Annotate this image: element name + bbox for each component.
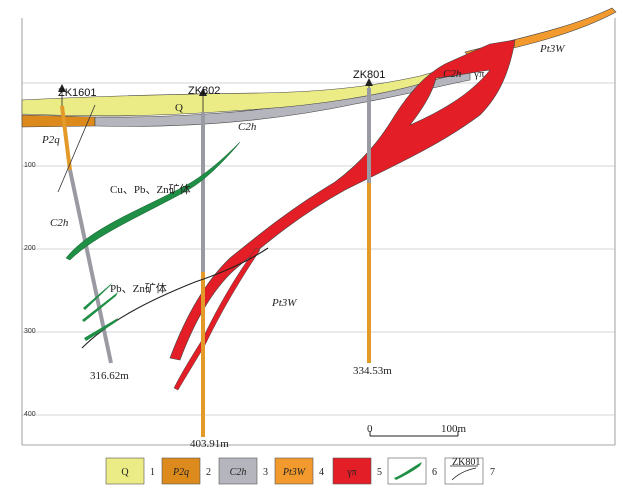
legend-code-c2h: C2h (230, 467, 247, 478)
legend-num-6: 6 (432, 467, 437, 478)
legend-num-4: 4 (319, 467, 324, 478)
legend-num-7: 7 (490, 467, 495, 478)
label-c2h-top: C2h (443, 68, 462, 80)
label-pt3w-main: Pt3W (271, 297, 297, 309)
label-c2h-left: C2h (50, 217, 69, 229)
depth-tick-400: 400 (24, 411, 36, 418)
legend-num-2: 2 (206, 467, 211, 478)
legend-num-5: 5 (377, 467, 382, 478)
label-p2q: P2q (41, 134, 60, 146)
ore-body-upper (65, 141, 241, 261)
hole-depth-zk802: 403.91m (190, 438, 229, 450)
granite-porphyry-intrusion (169, 39, 516, 361)
p2q-layer (21, 114, 96, 128)
legend-code-zk801: ZK801 (452, 457, 480, 468)
label-gamma-pi: γπ (473, 68, 485, 80)
hole-label-zk1601: ZK1601 (58, 87, 97, 99)
depth-tick-200: 200 (24, 245, 36, 252)
legend (105, 457, 484, 485)
drill-hole-zk802 (199, 88, 207, 437)
label-c2h-mid: C2h (238, 121, 257, 133)
legend-code-gamma-pi: γπ (346, 467, 356, 478)
c2h-layer (94, 71, 471, 127)
intrusion-lower-branch (173, 247, 261, 391)
hole-label-zk802: ZK802 (188, 85, 220, 97)
scale-end: 100m (441, 423, 467, 435)
fault-line-left (57, 104, 96, 193)
drill-hole-zk1601 (58, 84, 113, 364)
ore-body-lower-3 (84, 318, 118, 341)
legend-code-pt3w: Pt3W (282, 467, 307, 478)
ore-body-lower-2 (82, 292, 118, 322)
drill-hole-zk801 (365, 78, 373, 363)
legend-code-p2q: P2q (172, 467, 189, 478)
scale-start: 0 (367, 423, 373, 435)
legend-num-1: 1 (150, 467, 155, 478)
label-ore-pb-zn: Pb、Zn矿体 (110, 281, 167, 295)
depth-tick-300: 300 (24, 328, 36, 335)
legend-code-q: Q (121, 467, 129, 478)
depth-tick-100: 100 (24, 162, 36, 169)
label-q: Q (175, 102, 183, 114)
scale-bar (369, 431, 459, 437)
label-ore-cu-pb-zn: Cu、Pb、Zn矿体 (110, 182, 191, 196)
hole-depth-zk801: 334.53m (353, 365, 392, 377)
label-pt3w-top: Pt3W (539, 43, 565, 55)
hole-label-zk801: ZK801 (353, 69, 385, 81)
hole-depth-zk1601: 316.62m (90, 370, 129, 382)
section-frame (21, 18, 616, 446)
legend-num-3: 3 (263, 467, 268, 478)
ore-body-lower-1 (83, 283, 112, 310)
